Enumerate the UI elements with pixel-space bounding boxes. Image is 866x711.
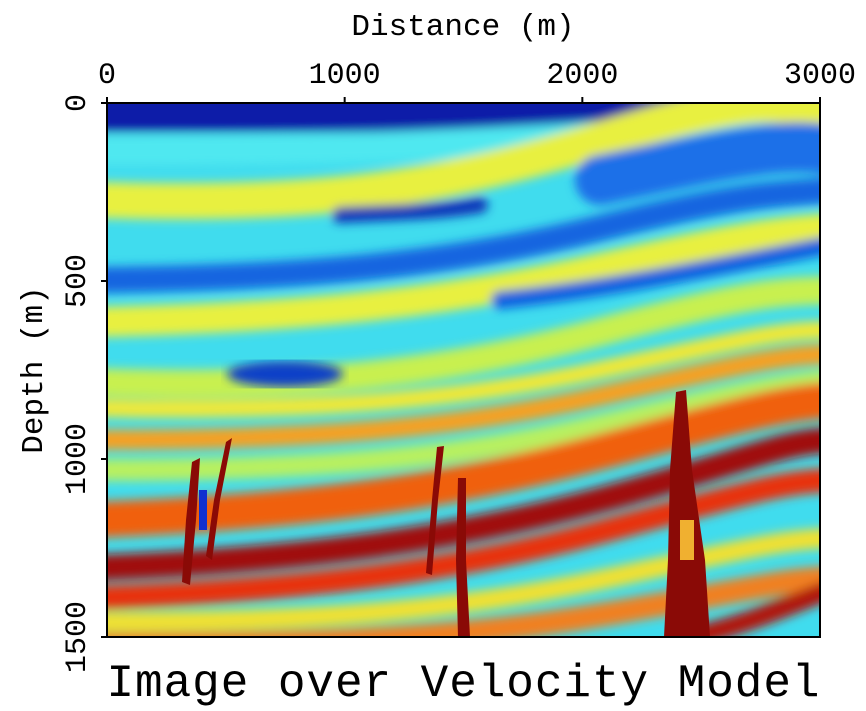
- x-axis-title: Distance (m): [351, 10, 574, 45]
- image-overlay: [182, 390, 710, 637]
- y-tick-label: 1500: [61, 601, 95, 673]
- velocity-field: [107, 103, 820, 637]
- chart-title: Image over Velocity Model: [107, 658, 820, 706]
- x-tick-label: 0: [98, 59, 116, 93]
- y-tick-label: 0: [61, 94, 95, 112]
- x-tick-label: 3000: [784, 59, 856, 93]
- y-tick-label: 1000: [61, 423, 95, 495]
- x-tick-label: 2000: [546, 59, 618, 93]
- y-tick-label: 500: [61, 254, 95, 308]
- plot-frame: [106, 102, 821, 638]
- y-axis-title: Depth (m): [17, 286, 52, 453]
- x-tick-label: 1000: [309, 59, 381, 93]
